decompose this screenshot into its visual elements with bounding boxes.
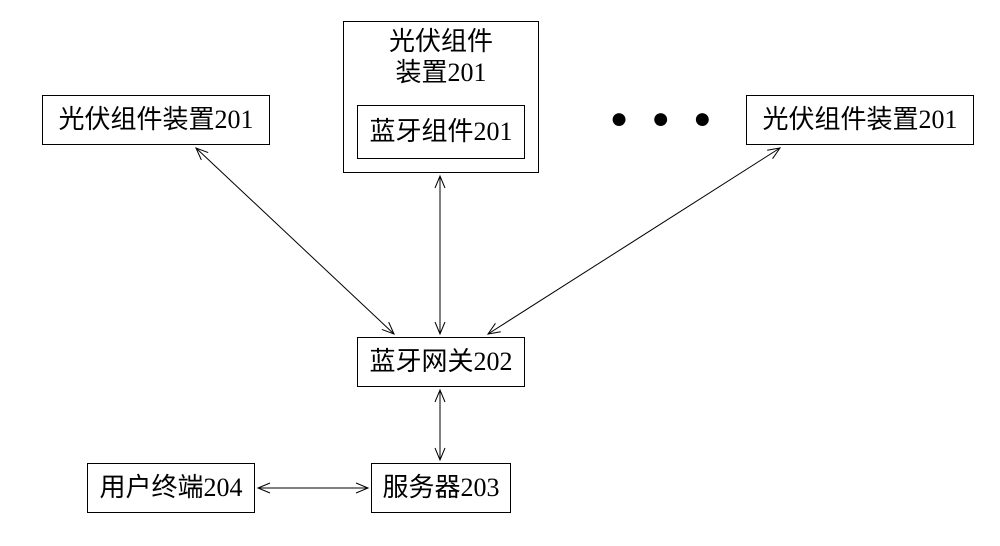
ellipsis-label: ● ● ● (610, 102, 719, 135)
bluetooth-gateway-label: 蓝牙网关202 (369, 345, 512, 379)
bluetooth-module-inner: 蓝牙组件201 (357, 105, 525, 159)
pv-device-left: 光伏组件装置201 (42, 95, 270, 145)
bluetooth-gateway: 蓝牙网关202 (357, 337, 525, 387)
pv-device-center-title: 光伏组件装置201 (343, 26, 539, 88)
pv-device-center-title-label: 光伏组件装置201 (389, 27, 493, 87)
server-label: 服务器203 (382, 471, 499, 505)
server: 服务器203 (371, 463, 511, 513)
user-terminal-label: 用户终端204 (99, 471, 242, 505)
ellipsis-icon: ● ● ● (610, 102, 719, 136)
bluetooth-module-label: 蓝牙组件201 (369, 115, 512, 149)
pv-device-left-label: 光伏组件装置201 (58, 103, 253, 137)
user-terminal: 用户终端204 (87, 463, 255, 513)
pv-device-right: 光伏组件装置201 (746, 95, 974, 145)
pv-device-right-label: 光伏组件装置201 (762, 103, 957, 137)
